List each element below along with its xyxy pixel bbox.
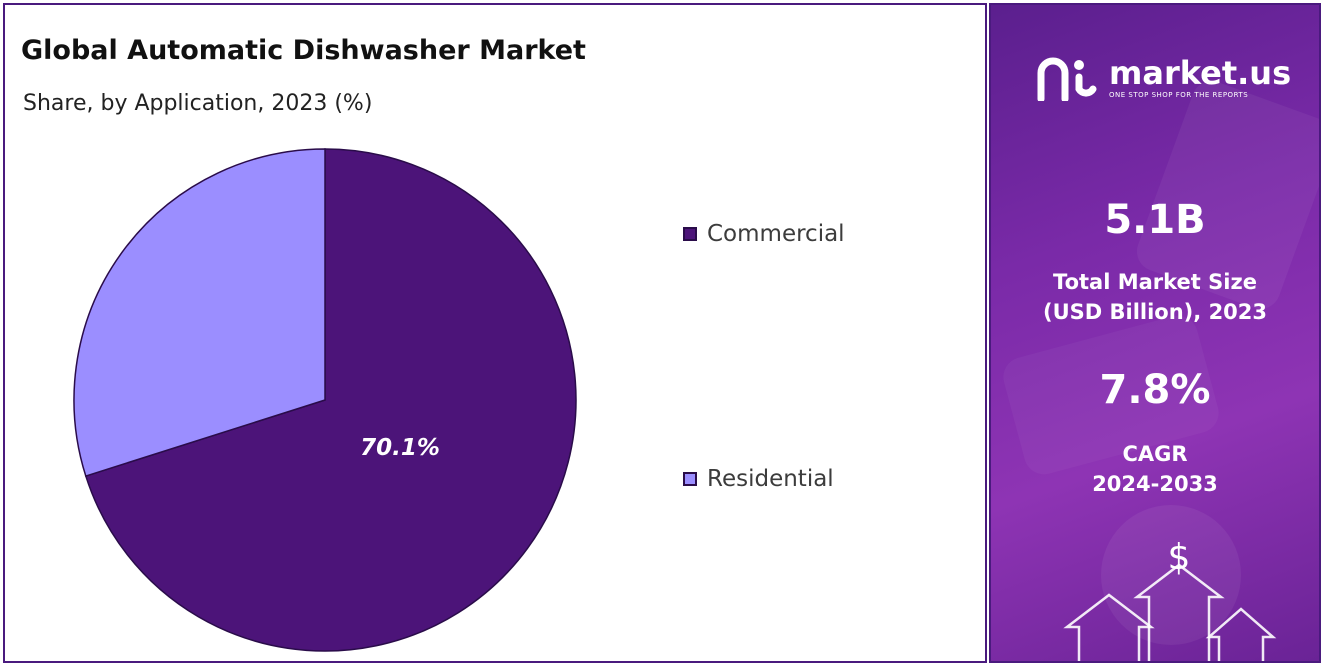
background-texture xyxy=(1003,81,1319,645)
pie-slice-commercial xyxy=(84,148,577,652)
legend-swatch-commercial xyxy=(683,227,697,241)
market-us-logo: market.us ONE STOP SHOP FOR THE REPORTS xyxy=(1035,55,1291,101)
pie-chart: 70.1% xyxy=(73,148,577,652)
dollar-symbol: $ xyxy=(1168,537,1191,578)
logo-wordmark: market.us xyxy=(1109,54,1292,92)
chart-panel: Global Automatic Dishwasher Market Share… xyxy=(3,3,987,663)
cagr-value: 7.8% xyxy=(1099,367,1211,413)
legend-label-commercial: Commercial xyxy=(707,221,845,247)
market-size-value: 5.1B xyxy=(1104,197,1206,243)
legend-label-residential: Residential xyxy=(707,466,834,492)
cagr-label-line2: 2024-2033 xyxy=(1092,472,1218,496)
chart-title: Global Automatic Dishwasher Market xyxy=(21,35,586,66)
cagr-label-line1: CAGR xyxy=(1122,442,1188,466)
pie-slice-residential xyxy=(73,148,326,478)
market-size-label-line2: (USD Billion), 2023 xyxy=(1042,300,1268,324)
market-us-logo-icon xyxy=(1037,57,1097,101)
stats-sidebar: market.us ONE STOP SHOP FOR THE REPORTS … xyxy=(989,3,1321,663)
market-size-label-line1: Total Market Size xyxy=(1053,270,1257,294)
legend-swatch-residential xyxy=(683,472,697,486)
dollar-arrows-icon: $ xyxy=(1063,537,1277,661)
logo-tagline: ONE STOP SHOP FOR THE REPORTS xyxy=(1109,91,1249,99)
chart-subtitle: Share, by Application, 2023 (%) xyxy=(23,91,373,116)
legend-item-commercial: Commercial xyxy=(683,221,845,247)
data-label-commercial: 70.1% xyxy=(360,435,440,461)
legend-item-residential: Residential xyxy=(683,466,834,492)
